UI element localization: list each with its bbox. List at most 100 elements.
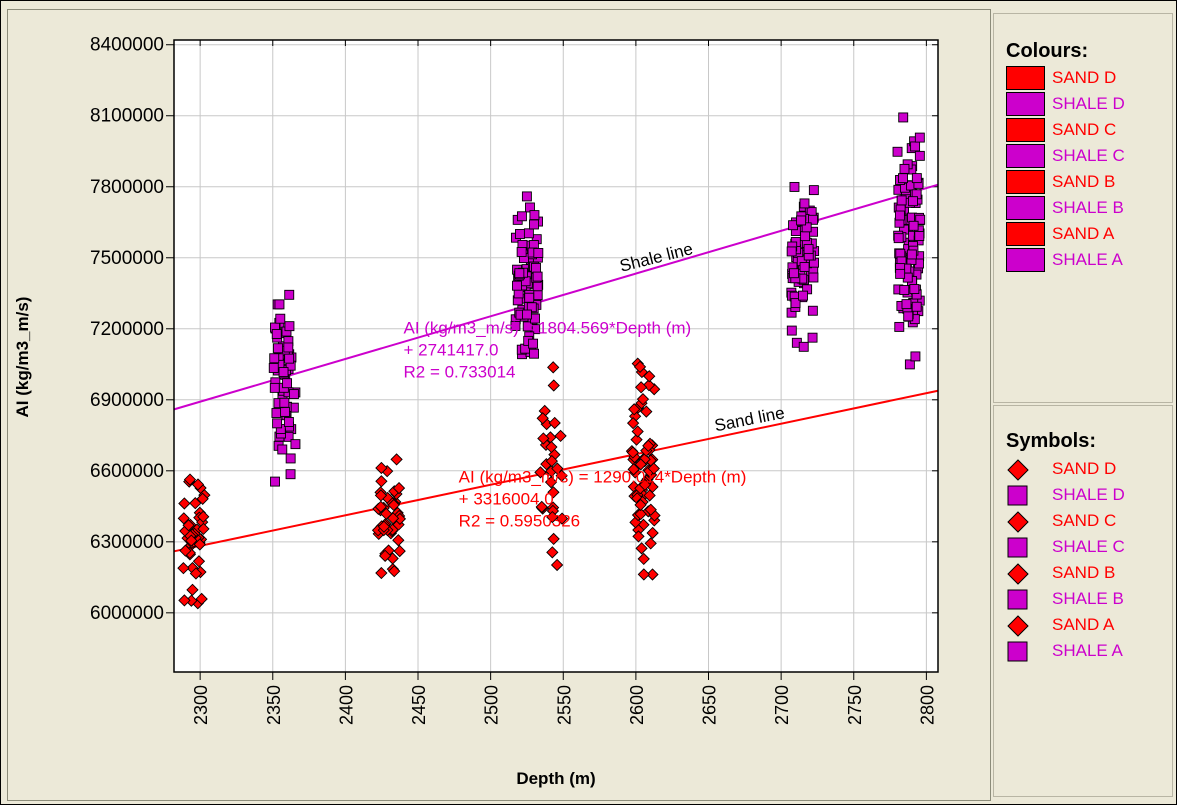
shale-equation: AI (kg/m3_m/s) = 1804.569*Depth (m) [403, 319, 691, 338]
data-point-diamond [636, 393, 650, 406]
y-tick-label: 8100000 [90, 106, 164, 127]
legend-marker-shape [1007, 537, 1028, 558]
data-point-square [799, 198, 810, 209]
data-point-square [528, 338, 539, 349]
data-point-diamond [646, 526, 659, 540]
data-point-diamond [375, 475, 388, 488]
data-point-diamond [638, 478, 652, 491]
colour-legend-item-shale-b: SHALE B [1006, 196, 1171, 220]
data-point-diamond [185, 534, 198, 547]
data-point-square [523, 228, 534, 239]
data-point-square [269, 382, 280, 393]
data-point-diamond [547, 361, 560, 374]
data-point-diamond [551, 462, 564, 475]
x-tick-label: 2650 [700, 685, 720, 725]
data-point-square [273, 343, 283, 354]
colour-legend-item-shale-c: SHALE C [1006, 144, 1171, 168]
data-point-diamond [177, 562, 190, 575]
data-point-square [798, 290, 808, 301]
data-point-diamond [390, 453, 403, 466]
data-point-diamond [547, 379, 560, 392]
symbols-legend-title: Symbols: [1006, 430, 1097, 452]
data-point-diamond [182, 519, 195, 532]
data-point-square [290, 439, 301, 450]
x-tick-label: 2550 [554, 685, 574, 725]
series-shale-a [268, 289, 301, 487]
data-point-square [272, 418, 283, 429]
data-point-square [521, 309, 532, 320]
data-point-square [801, 222, 812, 233]
data-point-diamond [634, 458, 647, 471]
data-point-square [280, 406, 290, 417]
data-point-diamond [374, 500, 387, 513]
data-point-square [904, 359, 915, 370]
colour-legend-item-sand-c: SAND C [1006, 118, 1171, 142]
data-point-square [282, 378, 293, 389]
data-point-square [808, 272, 819, 283]
series-sand-d [625, 357, 661, 581]
data-point-diamond [545, 440, 558, 454]
data-point-square [279, 397, 290, 408]
data-point-square [898, 173, 908, 184]
data-point-diamond [375, 566, 388, 580]
data-point-square [529, 219, 539, 230]
colour-swatch [1006, 248, 1045, 272]
data-point-diamond [392, 481, 406, 495]
square-icon [1007, 641, 1028, 662]
legend-marker-shape [1007, 589, 1028, 610]
data-point-square [895, 268, 906, 279]
x-tick-label: 2700 [772, 685, 792, 725]
y-tick-label: 8400000 [90, 35, 164, 56]
data-point-diamond [630, 433, 643, 446]
symbol-legend-item-sand-c: SAND C [1006, 510, 1171, 534]
data-point-square [516, 211, 527, 222]
series-sand-b [371, 453, 407, 580]
data-point-square [284, 321, 295, 332]
data-point-square [914, 132, 925, 143]
data-point-diamond [642, 439, 655, 452]
colour-legend-item-sand-d: SAND D [1006, 66, 1171, 90]
legend-label: SAND A [1052, 224, 1115, 243]
colour-swatch [1006, 118, 1045, 142]
data-point-square [803, 244, 814, 255]
data-point-square [893, 233, 904, 244]
data-point-diamond [547, 532, 560, 546]
diamond-icon [1007, 511, 1029, 533]
sand-equation: AI (kg/m3_m/s) = 1290.014*Depth (m) [459, 468, 747, 487]
data-point-square [800, 231, 811, 242]
axis-ticks: 2300 2350 2400 2450 2500 2550 2600 2650 2700 2750… [90, 35, 938, 725]
diamond-icon [1007, 615, 1029, 637]
legend-marker-shape [1007, 615, 1029, 637]
data-point-square [807, 332, 818, 343]
data-point-diamond [554, 429, 567, 443]
data-point-square [910, 351, 921, 362]
data-point-diamond [393, 544, 406, 558]
x-tick-label: 2350 [264, 685, 284, 725]
data-point-square [524, 292, 535, 303]
diamond-icon [1007, 459, 1029, 481]
x-tick-label: 2300 [191, 685, 211, 725]
data-point-square [284, 289, 295, 300]
data-point-square [533, 248, 544, 258]
data-point-diamond [628, 403, 641, 416]
data-point-diamond [643, 489, 656, 502]
data-point-square [799, 262, 810, 272]
y-tick-label: 6000000 [90, 603, 164, 624]
series-sand-a [177, 473, 211, 610]
legend-label: SAND C [1052, 120, 1117, 139]
data-point-diamond [646, 568, 659, 581]
data-point-diamond [635, 542, 648, 555]
data-point-diamond [640, 405, 653, 418]
colour-legend-item-shale-d: SHALE D [1006, 92, 1171, 116]
legend-marker-shape [1007, 485, 1028, 506]
data-point-diamond [634, 381, 648, 394]
data-point-diamond [197, 522, 210, 536]
sand-intercept: + 3316004.0 [459, 490, 554, 509]
plot-border [173, 39, 939, 673]
data-point-square [903, 311, 914, 322]
data-point-diamond [643, 370, 656, 383]
data-point-diamond [196, 492, 209, 505]
data-point-diamond [536, 412, 549, 425]
data-point-square [908, 220, 919, 231]
